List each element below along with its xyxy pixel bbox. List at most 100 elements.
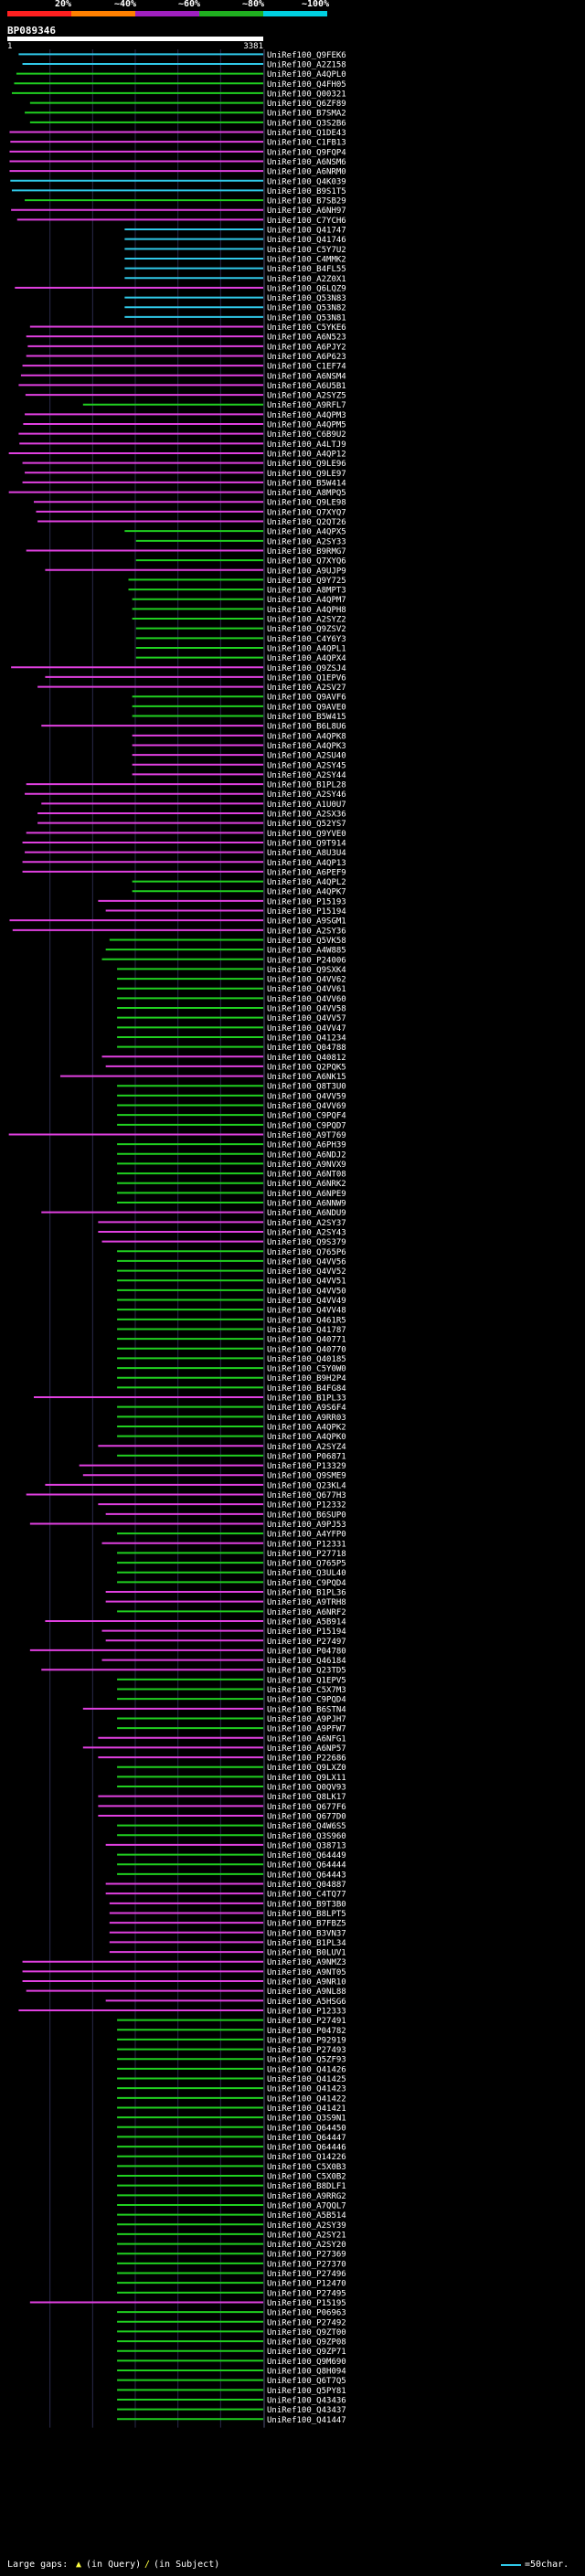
hit-label[interactable]: UniRef100_A9RFL7 (267, 401, 346, 410)
hit-label[interactable]: UniRef100_Q4FH05 (267, 80, 346, 90)
hit-label[interactable]: UniRef100_P22686 (267, 1754, 346, 1764)
hit-label[interactable]: UniRef100_C5Y0W0 (267, 1365, 346, 1374)
hit-label[interactable]: UniRef100_Q4VV49 (267, 1297, 346, 1306)
hit-label[interactable]: UniRef100_Q4VV48 (267, 1307, 346, 1316)
hit-label[interactable]: UniRef100_Q4VV56 (267, 1257, 346, 1267)
hit-label[interactable]: UniRef100_Q9YVE0 (267, 830, 346, 839)
hit-label[interactable]: UniRef100_Q53N82 (267, 304, 346, 313)
hit-label[interactable]: UniRef100_B6SUP0 (267, 1511, 346, 1520)
hit-label[interactable]: UniRef100_A2SY37 (267, 1219, 346, 1228)
hit-label[interactable]: UniRef100_Q9ZT00 (267, 2328, 346, 2337)
hit-label[interactable]: UniRef100_Q41747 (267, 227, 346, 236)
hit-label[interactable]: UniRef100_A6P623 (267, 353, 346, 362)
hit-label[interactable]: UniRef100_Q40770 (267, 1345, 346, 1354)
hit-label[interactable]: UniRef100_B4FG84 (267, 1384, 346, 1394)
hit-label[interactable]: UniRef100_A2SYZ5 (267, 392, 346, 401)
hit-label[interactable]: UniRef100_C5X7M3 (267, 1686, 346, 1695)
hit-label[interactable]: UniRef100_P27491 (267, 2017, 346, 2026)
hit-label[interactable]: UniRef100_A6NSM6 (267, 158, 346, 167)
hit-label[interactable]: UniRef100_A9NVX9 (267, 1161, 346, 1170)
hit-label[interactable]: UniRef100_Q43437 (267, 2406, 346, 2415)
hit-label[interactable]: UniRef100_Q64447 (267, 2134, 346, 2143)
hit-label[interactable]: UniRef100_A5HSG6 (267, 1998, 346, 2007)
hit-label[interactable]: UniRef100_A6NH97 (267, 207, 346, 216)
hit-label[interactable]: UniRef100_Q5VK58 (267, 937, 346, 946)
hit-label[interactable]: UniRef100_C9PQD7 (267, 1121, 346, 1130)
hit-label[interactable]: UniRef100_P27495 (267, 2289, 346, 2298)
hit-label[interactable]: UniRef100_Q4VV47 (267, 1024, 346, 1034)
hit-label[interactable]: UniRef100_P15195 (267, 2299, 346, 2308)
hit-label[interactable]: UniRef100_A2SY46 (267, 790, 346, 800)
hit-label[interactable]: UniRef100_P13329 (267, 1462, 346, 1471)
hit-label[interactable]: UniRef100_A9NR10 (267, 1978, 346, 1988)
hit-label[interactable]: UniRef100_A4QPM7 (267, 596, 346, 605)
hit-label[interactable]: UniRef100_P12470 (267, 2280, 346, 2289)
hit-label[interactable]: UniRef100_A6PEF9 (267, 868, 346, 877)
hit-label[interactable]: UniRef100_Q9LE97 (267, 470, 346, 479)
hit-label[interactable]: UniRef100_A9NT05 (267, 1968, 346, 1977)
hit-label[interactable]: UniRef100_Q7XYQ7 (267, 508, 346, 517)
hit-label[interactable]: UniRef100_B7SB29 (267, 197, 346, 207)
hit-label[interactable]: UniRef100_Q461R5 (267, 1316, 346, 1325)
hit-label[interactable]: UniRef100_A9RRG2 (267, 2192, 346, 2201)
hit-label[interactable]: UniRef100_A4QPX4 (267, 654, 346, 663)
hit-label[interactable]: UniRef100_C4Y6Y3 (267, 635, 346, 644)
hit-label[interactable]: UniRef100_A2SY39 (267, 2221, 346, 2231)
hit-label[interactable]: UniRef100_Q41421 (267, 2104, 346, 2114)
hit-label[interactable]: UniRef100_A6NNW9 (267, 1200, 346, 1209)
hit-label[interactable]: UniRef100_Q3S960 (267, 1832, 346, 1841)
hit-label[interactable]: UniRef100_Q765P6 (267, 1248, 346, 1257)
hit-label[interactable]: UniRef100_Q1EPV6 (267, 673, 346, 683)
hit-label[interactable]: UniRef100_P12332 (267, 1501, 346, 1511)
hit-label[interactable]: UniRef100_P15193 (267, 897, 346, 906)
hit-label[interactable]: UniRef100_A2SU40 (267, 752, 346, 761)
hit-label[interactable]: UniRef100_A9NL88 (267, 1988, 346, 1997)
hit-label[interactable]: UniRef100_A4QPX5 (267, 528, 346, 537)
hit-label[interactable]: UniRef100_Q14226 (267, 2153, 346, 2162)
hit-label[interactable]: UniRef100_Q04887 (267, 1881, 346, 1890)
hit-label[interactable]: UniRef100_C9PQF4 (267, 1112, 346, 1121)
hit-label[interactable]: UniRef100_A9NMZ3 (267, 1958, 346, 1967)
hit-label[interactable]: UniRef100_P04780 (267, 1647, 346, 1656)
hit-label[interactable]: UniRef100_A6PH39 (267, 1141, 346, 1150)
hit-label[interactable]: UniRef100_A9PJH7 (267, 1715, 346, 1724)
hit-label[interactable]: UniRef100_Q9LE96 (267, 460, 346, 469)
hit-label[interactable]: UniRef100_B6STN4 (267, 1705, 346, 1714)
hit-label[interactable]: UniRef100_P27497 (267, 1638, 346, 1647)
hit-label[interactable]: UniRef100_Q3S9N1 (267, 2115, 346, 2124)
hit-label[interactable]: UniRef100_A4LTJ9 (267, 440, 346, 450)
hit-label[interactable]: UniRef100_Q4VV58 (267, 1005, 346, 1014)
hit-label[interactable]: UniRef100_P27369 (267, 2251, 346, 2260)
hit-label[interactable]: UniRef100_Q4VV50 (267, 1287, 346, 1296)
hit-label[interactable]: UniRef100_A9UJP9 (267, 567, 346, 576)
hit-label[interactable]: UniRef100_Q765P5 (267, 1560, 346, 1569)
hit-label[interactable]: UniRef100_Q8LK17 (267, 1793, 346, 1802)
hit-label[interactable]: UniRef100_Q9LX11 (267, 1774, 346, 1783)
hit-label[interactable]: UniRef100_Q41234 (267, 1034, 346, 1043)
hit-label[interactable]: UniRef100_A4QP13 (267, 859, 346, 868)
hit-label[interactable]: UniRef100_P12333 (267, 2007, 346, 2016)
hit-label[interactable]: UniRef100_A2SYZ4 (267, 1443, 346, 1452)
hit-label[interactable]: UniRef100_P27492 (267, 2318, 346, 2327)
hit-label[interactable]: UniRef100_Q41425 (267, 2075, 346, 2084)
hit-label[interactable]: UniRef100_P12331 (267, 1540, 346, 1549)
hit-label[interactable]: UniRef100_B1PL34 (267, 1939, 346, 1948)
hit-label[interactable]: UniRef100_Q23KL4 (267, 1481, 346, 1490)
hit-label[interactable]: UniRef100_P06871 (267, 1452, 346, 1461)
hit-label[interactable]: UniRef100_A6NK15 (267, 1073, 346, 1082)
hit-label[interactable]: UniRef100_A6NRK2 (267, 1180, 346, 1189)
hit-label[interactable]: UniRef100_Q9LXZ0 (267, 1764, 346, 1773)
hit-label[interactable]: UniRef100_Q4VV60 (267, 995, 346, 1004)
hit-label[interactable]: UniRef100_Q6LQZ9 (267, 284, 346, 293)
hit-label[interactable]: UniRef100_A1U0U7 (267, 800, 346, 810)
hit-label[interactable]: UniRef100_Q9FQP4 (267, 148, 346, 157)
hit-label[interactable]: UniRef100_A4QPK8 (267, 732, 346, 741)
hit-label[interactable]: UniRef100_Q41422 (267, 2094, 346, 2104)
hit-label[interactable]: UniRef100_Q2PQK5 (267, 1063, 346, 1072)
hit-label[interactable]: UniRef100_P04782 (267, 2027, 346, 2036)
hit-label[interactable]: UniRef100_Q4VV61 (267, 985, 346, 994)
hit-label[interactable]: UniRef100_Q9LE98 (267, 499, 346, 508)
hit-label[interactable]: UniRef100_Q9T914 (267, 839, 346, 848)
hit-label[interactable]: UniRef100_A4QPM3 (267, 411, 346, 420)
hit-label[interactable]: UniRef100_A4QPM5 (267, 421, 346, 430)
